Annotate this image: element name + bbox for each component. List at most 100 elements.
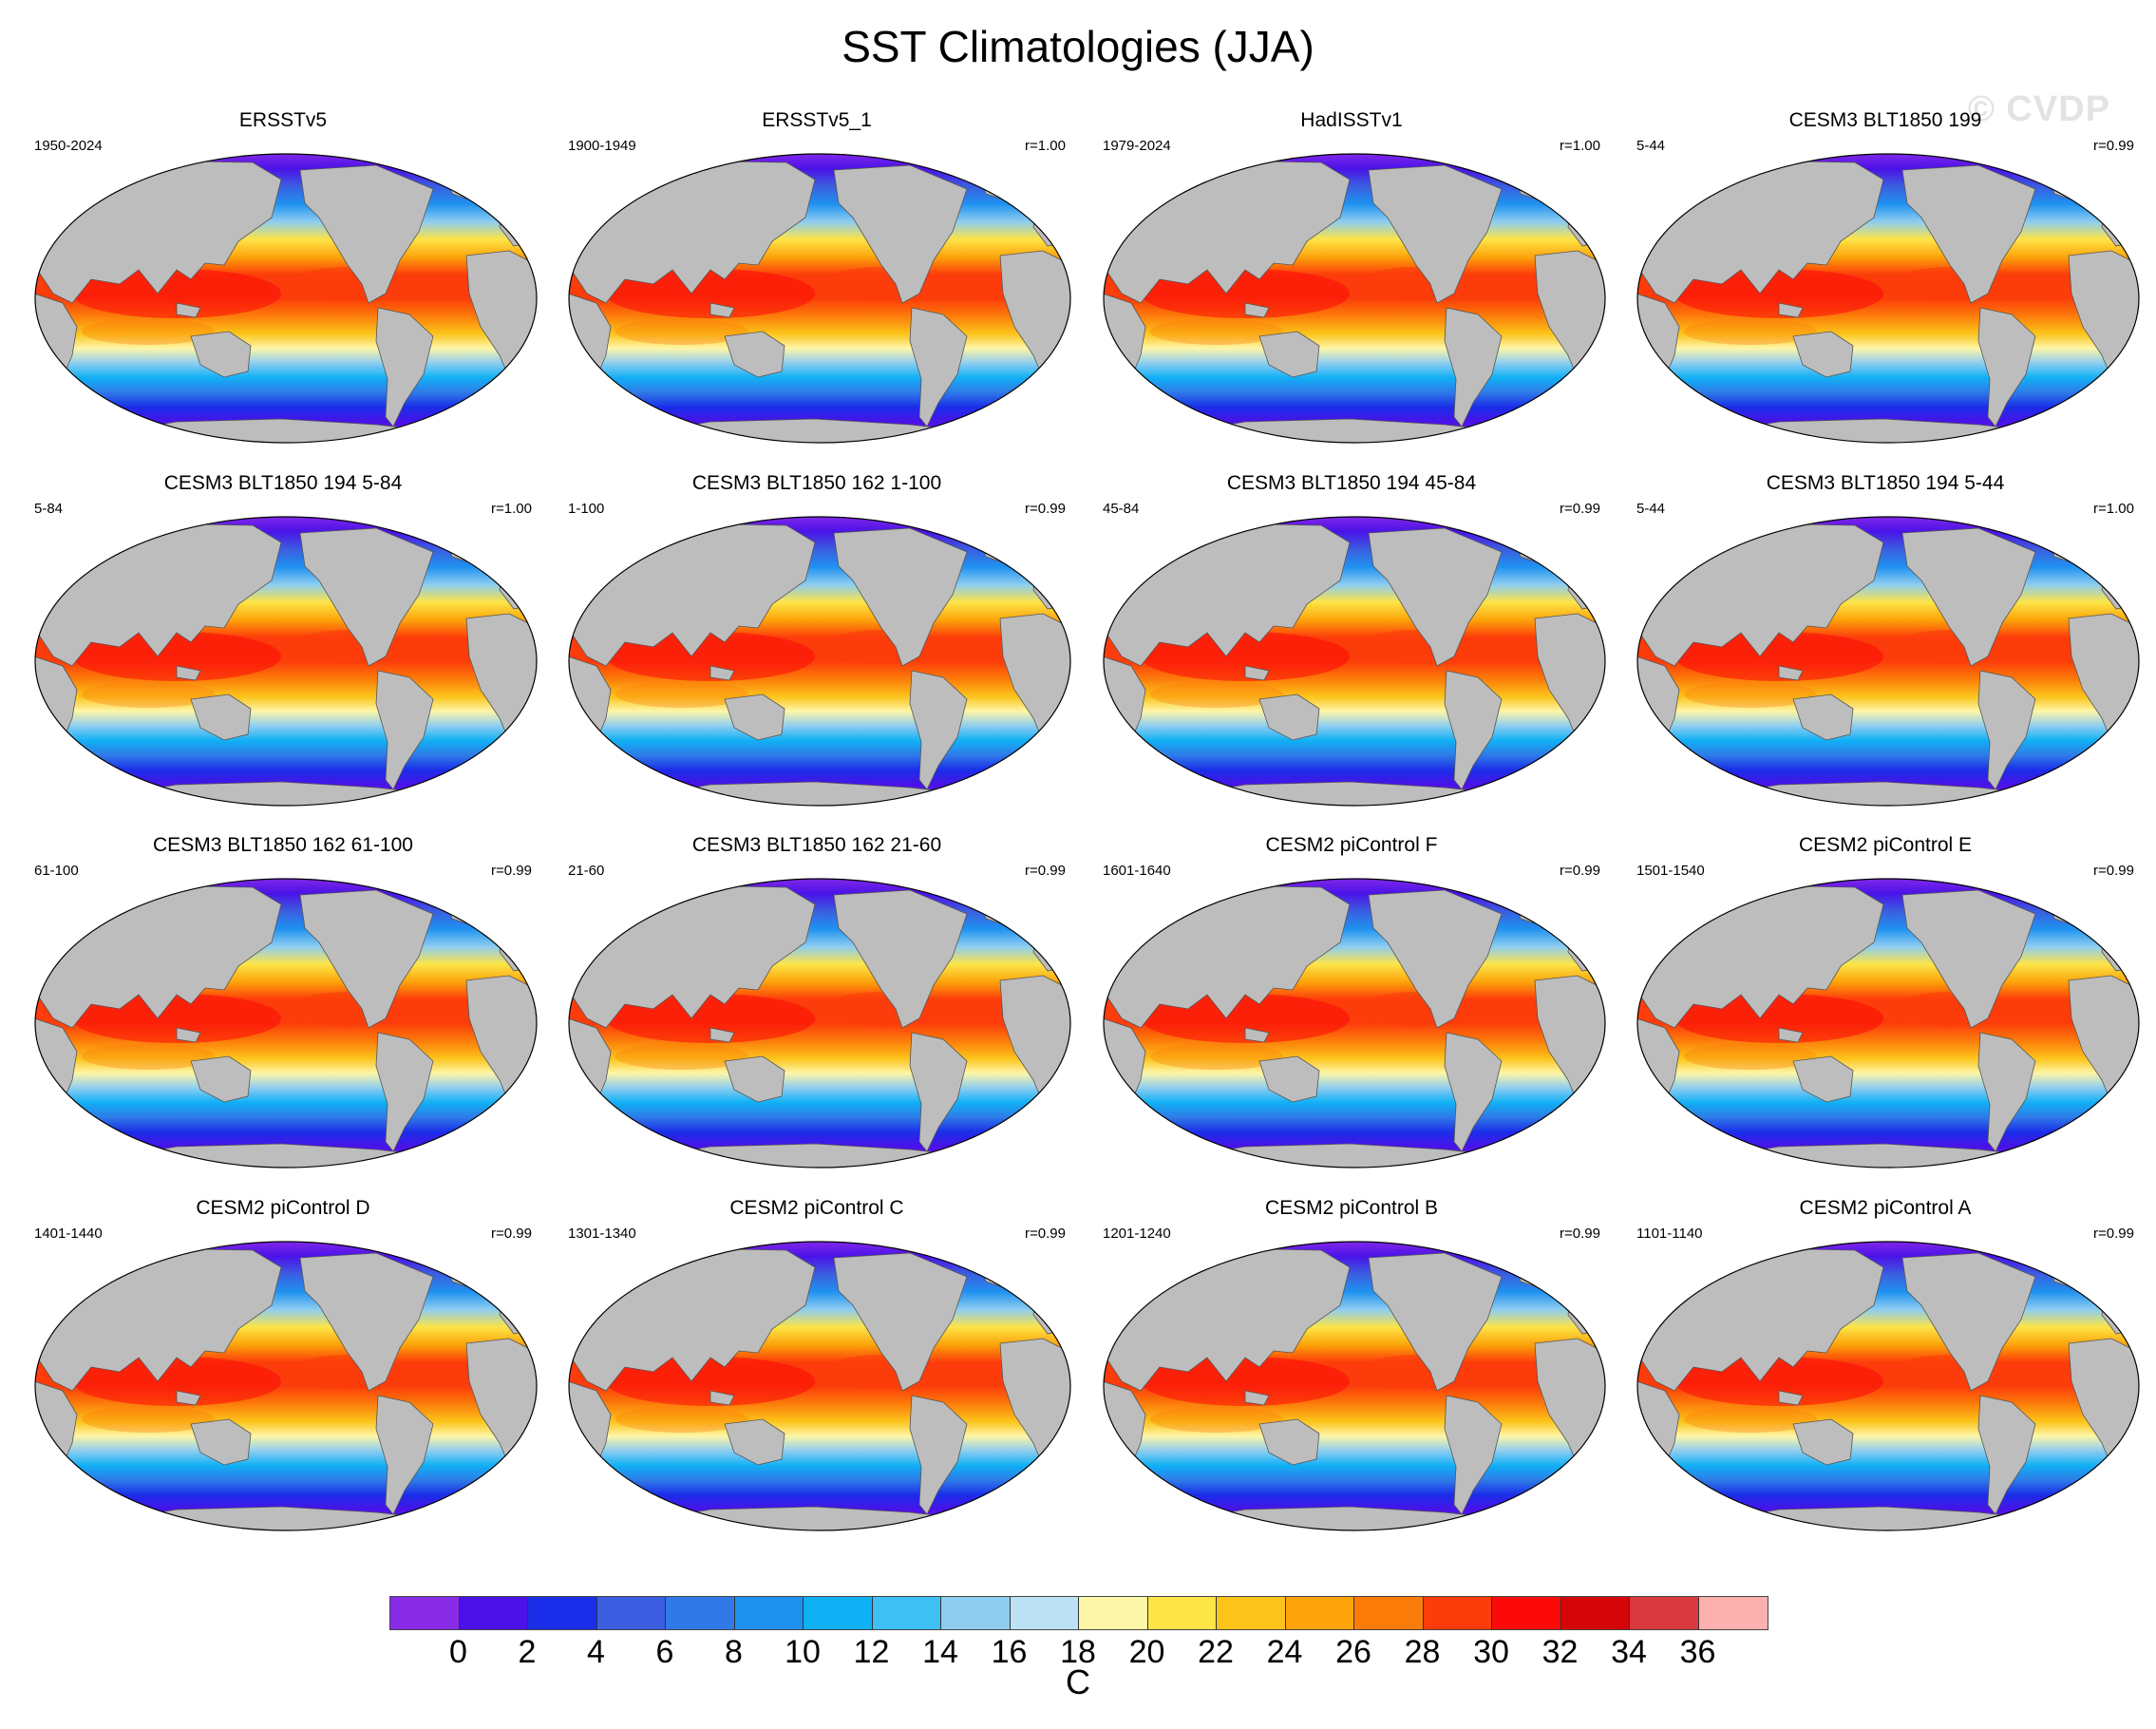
map-panel: CESM3 BLT1850 162 1-100 1-100 r=0.99 (551, 472, 1083, 833)
land-mass (833, 1252, 968, 1392)
panel-correlation: r=0.99 (1560, 501, 1600, 517)
panel-correlation: r=0.99 (491, 1226, 532, 1242)
land-mass (909, 670, 968, 790)
panel-title: HadISSTv1 (1300, 109, 1403, 131)
map-outline (568, 153, 1071, 444)
map-outline (1103, 516, 1606, 807)
colorbar-swatch (1560, 1597, 1630, 1629)
land-mass (1977, 307, 2036, 428)
panel-title: CESM3 BLT1850 194 5-44 (1766, 472, 2005, 494)
land-mass (1792, 694, 1854, 741)
colorbar-swatch (1698, 1597, 1768, 1629)
colorbar-swatch (390, 1597, 460, 1629)
land-mass (624, 418, 1015, 443)
colorbar-tick-label: 12 (853, 1634, 890, 1670)
land-mass (176, 665, 201, 681)
colorbar-swatches (389, 1596, 1768, 1630)
colorbar-tick-label: 0 (449, 1634, 467, 1670)
panel-years: 1201-1240 (1103, 1226, 1171, 1242)
panel-correlation: r=1.00 (1560, 138, 1600, 154)
land-mass (1368, 527, 1503, 667)
map-panel: CESM2 piControl E 1501-1540 r=0.99 (1619, 834, 2151, 1195)
map-outline (1103, 878, 1606, 1168)
land-mass (1901, 889, 2036, 1029)
colorbar-swatch (941, 1597, 1011, 1629)
land-mass (833, 164, 968, 304)
land-mass (624, 1143, 1015, 1168)
colorbar-swatch (1423, 1597, 1492, 1629)
land-mass (375, 1395, 434, 1515)
panel-years: 21-60 (568, 863, 605, 879)
panel-title: CESM2 piControl E (1798, 834, 1973, 856)
map-panel: CESM3 BLT1850 162 21-60 21-60 r=0.99 (551, 834, 1083, 1195)
land-mass (190, 331, 252, 378)
colorbar-tick-label: 28 (1404, 1634, 1441, 1670)
land-mass (1778, 665, 1804, 681)
panel-title: CESM2 piControl C (729, 1197, 904, 1219)
land-mass (1792, 1055, 1854, 1103)
colorbar-swatch (459, 1597, 528, 1629)
colorbar-tick-label: 30 (1473, 1634, 1509, 1670)
map-panel: CESM3 BLT1850 162 61-100 61-100 r=0.99 (17, 834, 549, 1195)
land-mass (1159, 1143, 1550, 1168)
map-outline (34, 1241, 538, 1531)
panel-years: 1950-2024 (34, 138, 103, 154)
panel-correlation: r=1.00 (491, 501, 532, 517)
sst-map (1103, 516, 1606, 807)
map-outline (1636, 516, 2140, 807)
panel-years: 5-44 (1636, 138, 1666, 154)
land-mass (1258, 1418, 1320, 1466)
panel-years: 1101-1140 (1636, 1226, 1703, 1242)
sst-map (1103, 153, 1606, 444)
land-mass (1977, 1395, 2036, 1515)
panel-title: CESM2 piControl B (1264, 1197, 1439, 1219)
land-mass (709, 665, 735, 681)
colorbar-swatch (1354, 1597, 1424, 1629)
map-panel: CESM3 BLT1850 194 45-84 45-84 r=0.99 (1086, 472, 1617, 833)
land-mass (1368, 164, 1503, 304)
map-panel: HadISSTv1 1979-2024 r=1.00 (1086, 109, 1617, 470)
panel-correlation: r=0.99 (1560, 863, 1600, 879)
panel-title: CESM3 BLT1850 199 (1788, 109, 1982, 131)
land-mass (1159, 781, 1550, 806)
sst-map (34, 516, 538, 807)
land-mass (1368, 1252, 1503, 1392)
land-mass (299, 164, 434, 304)
colorbar-tick-label: 26 (1335, 1634, 1371, 1670)
land-mass (1792, 331, 1854, 378)
panel-title: CESM3 BLT1850 194 45-84 (1226, 472, 1477, 494)
land-mass (1258, 694, 1320, 741)
colorbar-ticks: 0 2 4 6 8 10 12 14 16 18 20 22 24 26 28 30 32 34 36 (389, 1630, 1767, 1672)
panel-years: 1601-1640 (1103, 863, 1171, 879)
land-mass (1778, 302, 1804, 318)
land-mass (909, 1395, 968, 1515)
land-mass (709, 1390, 735, 1406)
land-mass (299, 527, 434, 667)
land-mass (1244, 665, 1270, 681)
map-outline (34, 878, 538, 1168)
map-panel: CESM2 piControl B 1201-1240 r=0.99 (1086, 1197, 1617, 1558)
map-panel: CESM3 BLT1850 199 5-44 r=0.99 (1619, 109, 2151, 470)
panel-title: ERSSTv5_1 (762, 109, 872, 131)
land-mass (90, 418, 482, 443)
land-mass (724, 331, 785, 378)
land-mass (833, 527, 968, 667)
panel-years: 1301-1340 (568, 1226, 636, 1242)
land-mass (299, 889, 434, 1029)
panel-title: CESM3 BLT1850 162 21-60 (691, 834, 942, 856)
map-outline (34, 516, 538, 807)
watermark: © CVDP (1967, 89, 2110, 129)
land-mass (1444, 307, 1503, 428)
sst-map (34, 878, 538, 1168)
colorbar-tick-label: 2 (518, 1634, 537, 1670)
panel-title: CESM2 piControl F (1265, 834, 1438, 856)
panel-correlation: r=0.99 (1025, 501, 1066, 517)
colorbar-tick-label: 10 (785, 1634, 821, 1670)
map-panel: CESM2 piControl C 1301-1340 r=0.99 (551, 1197, 1083, 1558)
sst-map (568, 153, 1071, 444)
land-mass (1159, 418, 1550, 443)
sst-map (568, 878, 1071, 1168)
land-mass (90, 781, 482, 806)
sst-map (1636, 878, 2140, 1168)
land-mass (1693, 781, 2084, 806)
